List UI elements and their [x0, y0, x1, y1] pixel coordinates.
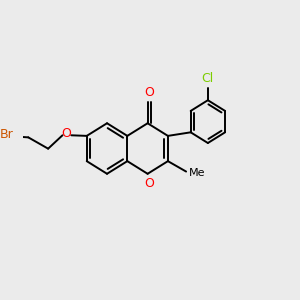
Text: Br: Br [0, 128, 14, 141]
Text: O: O [144, 177, 154, 190]
Text: Cl: Cl [202, 72, 214, 86]
Text: Me: Me [189, 168, 205, 178]
Text: O: O [145, 86, 154, 99]
Text: O: O [61, 127, 71, 140]
